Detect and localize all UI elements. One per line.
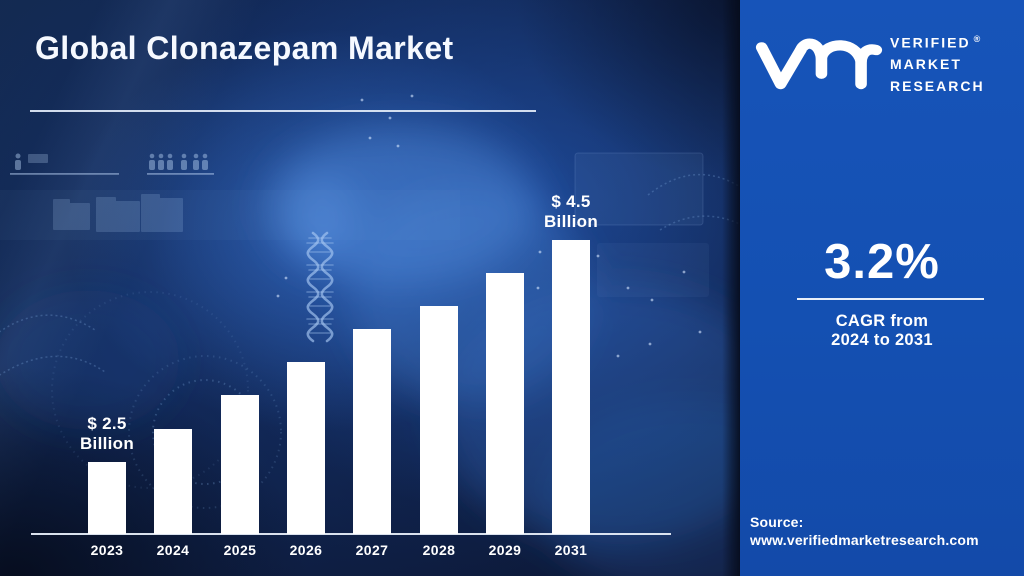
x-tick-2029: 2029 xyxy=(488,542,522,558)
bar-2023 xyxy=(88,462,126,534)
cagr-caption: CAGR from 2024 to 2031 xyxy=(740,312,1024,350)
registered-mark-icon: ® xyxy=(973,34,981,44)
bar-2026 xyxy=(287,362,325,534)
x-tick-2028: 2028 xyxy=(422,542,456,558)
bar-2025 xyxy=(221,395,259,534)
brand-word-market: MARKET xyxy=(890,56,962,73)
bar-2028 xyxy=(420,306,458,534)
info-panel: VERIFIED ® MARKET RESEARCH 3.2% CAGR from… xyxy=(740,0,1024,576)
bar-chart: 2023 2024 2025 2026 2027 2028 2029 2031 $ 2.5 Bil… xyxy=(31,192,671,558)
panel-edge-shadow xyxy=(722,0,740,576)
x-axis-line xyxy=(31,533,671,535)
cagr-caption-line1: CAGR from xyxy=(835,312,929,330)
bar-2024 xyxy=(154,429,192,534)
x-tick-2026: 2026 xyxy=(289,542,323,558)
x-tick-2024: 2024 xyxy=(156,542,190,558)
source-label: Source: xyxy=(750,514,804,530)
cagr-caption-line2: 2024 to 2031 xyxy=(831,331,933,349)
vmr-monogram-icon xyxy=(755,38,883,90)
source-url: www.verifiedmarketresearch.com xyxy=(750,532,979,548)
source-attribution: Source: www.verifiedmarketresearch.com xyxy=(750,513,979,549)
bar-2027 xyxy=(353,329,391,534)
cagr-divider xyxy=(797,298,984,300)
chart-section: Global Clonazepam Market 2023 2024 2025 202… xyxy=(0,0,740,576)
value-label-2031: $ 4.5 Billion xyxy=(543,192,599,231)
page-title: Global Clonazepam Market xyxy=(35,30,454,66)
brand-wordmark: VERIFIED ® MARKET RESEARCH xyxy=(890,29,985,97)
brand-word-research: RESEARCH xyxy=(890,77,985,94)
brand-word-verified: VERIFIED ® xyxy=(890,34,981,51)
value-label-2023: $ 2.5 Billion xyxy=(79,414,135,453)
bar-2031 xyxy=(552,240,590,534)
x-tick-2023: 2023 xyxy=(90,542,124,558)
x-tick-2025: 2025 xyxy=(223,542,257,558)
x-tick-2031: 2031 xyxy=(554,542,588,558)
cagr-value: 3.2% xyxy=(824,235,940,289)
bar-2029 xyxy=(486,273,524,534)
title-underline xyxy=(30,110,536,112)
x-tick-2027: 2027 xyxy=(355,542,389,558)
